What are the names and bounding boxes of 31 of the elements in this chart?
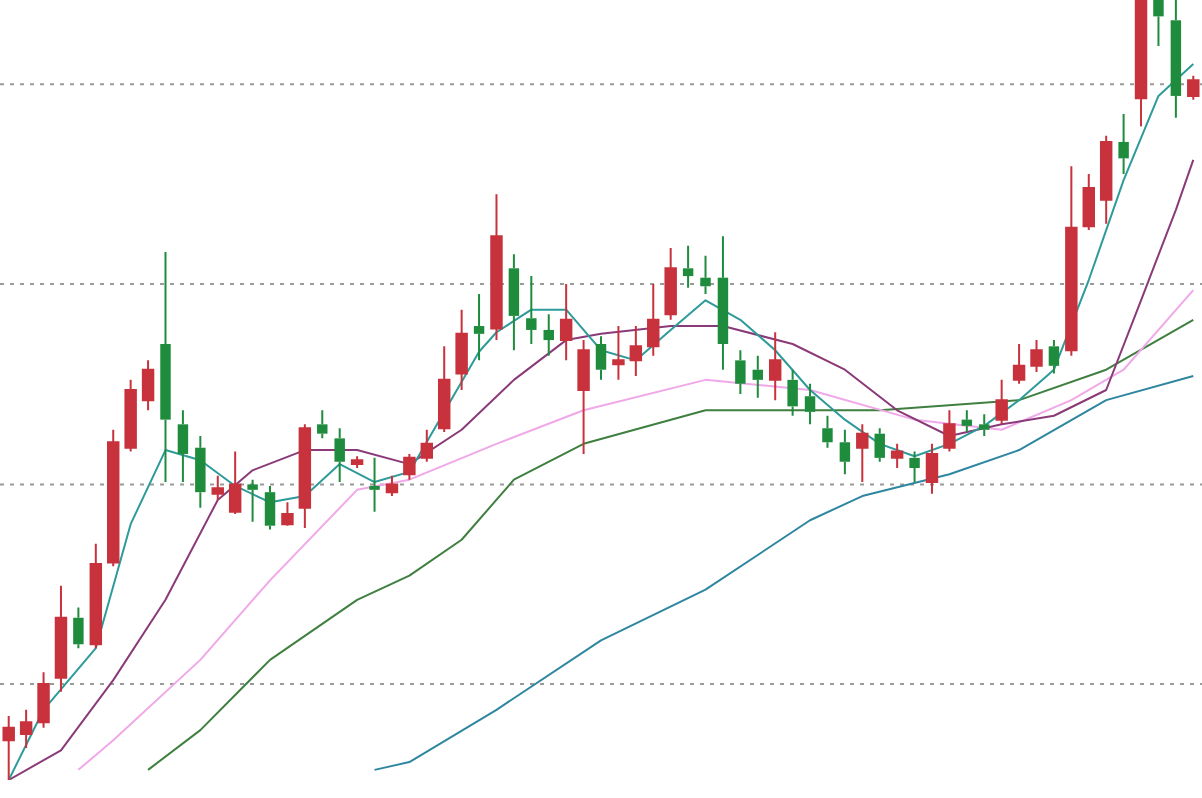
candlestick [961, 409, 973, 434]
candlestick [543, 313, 554, 357]
candlestick [473, 293, 485, 362]
candlestick [247, 478, 258, 523]
candlestick [195, 435, 206, 509]
candlestick [508, 253, 520, 352]
candlestick [1170, 0, 1182, 119]
candlestick [752, 354, 764, 399]
candlestick [526, 275, 537, 345]
candlestick [700, 254, 711, 296]
candlestick [804, 382, 816, 426]
candlestick [909, 450, 920, 484]
candlestick [682, 244, 694, 289]
candlestick [160, 250, 171, 484]
candlestick [822, 414, 833, 449]
candlestick [73, 606, 84, 650]
candlestick [717, 235, 729, 371]
candlestick [369, 456, 380, 513]
candlestick [334, 427, 345, 484]
candlestick [177, 409, 189, 484]
candlestick [787, 368, 798, 417]
candlestick [979, 413, 990, 438]
candlestick [317, 409, 328, 440]
candlestick [1153, 0, 1164, 48]
candlestick [1048, 339, 1060, 375]
candlestick [735, 349, 746, 395]
candlestick [595, 335, 607, 381]
candlestick [874, 427, 885, 463]
candlestick [1118, 112, 1129, 175]
candlestick [839, 428, 851, 476]
candlestick [264, 484, 276, 531]
